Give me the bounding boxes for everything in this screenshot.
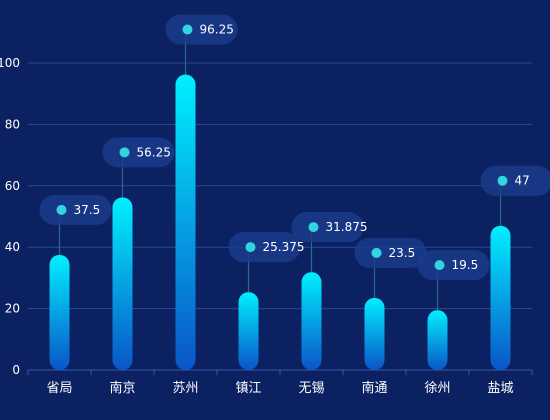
y-tick-label: 40 bbox=[5, 240, 20, 254]
value-dot bbox=[434, 260, 445, 271]
bar bbox=[301, 272, 322, 370]
y-tick-label: 20 bbox=[5, 302, 20, 316]
x-axis bbox=[27, 369, 533, 375]
value-bubble bbox=[480, 165, 550, 196]
value-bubble bbox=[39, 194, 112, 225]
y-tick-label: 100 bbox=[0, 56, 20, 70]
value-label: 47 bbox=[515, 174, 530, 188]
value-label: 56.25 bbox=[137, 145, 171, 159]
value-label: 37.5 bbox=[74, 203, 101, 217]
value-bubble bbox=[102, 137, 175, 168]
bar bbox=[364, 297, 385, 370]
value-dot bbox=[56, 204, 67, 215]
category-label: 徐州 bbox=[424, 381, 450, 396]
category-label: 省局 bbox=[46, 381, 72, 396]
value-dot bbox=[497, 175, 508, 186]
category-label: 无锡 bbox=[298, 381, 324, 396]
bar bbox=[427, 310, 448, 370]
bar bbox=[238, 292, 259, 370]
category-label: 南通 bbox=[361, 380, 387, 396]
value-bubble bbox=[354, 237, 427, 268]
category-labels: 省局 南京 苏州 镇江 无锡 南通 徐州 盐城 bbox=[46, 380, 513, 396]
category-label: 南京 bbox=[109, 380, 135, 396]
value-dot bbox=[182, 24, 193, 35]
value-labels: 37.5 56.25 96.25 25.375 31.875 23.5 19.5 47 bbox=[39, 14, 550, 311]
y-tick-label: 80 bbox=[5, 117, 20, 131]
value-bubble bbox=[165, 14, 238, 45]
bar bbox=[175, 74, 196, 370]
bars bbox=[49, 74, 511, 370]
value-bubble bbox=[417, 250, 490, 281]
category-label: 苏州 bbox=[172, 380, 198, 396]
bar bbox=[49, 254, 70, 370]
y-tick-label: 60 bbox=[5, 179, 20, 193]
value-dot bbox=[119, 147, 130, 158]
category-label: 镇江 bbox=[235, 381, 261, 396]
value-label: 25.375 bbox=[263, 240, 305, 254]
value-dot bbox=[308, 222, 319, 233]
y-tick-label: 0 bbox=[12, 363, 20, 377]
grid-lines bbox=[28, 62, 532, 310]
value-bubble bbox=[291, 212, 364, 243]
bar bbox=[112, 197, 133, 370]
value-label: 96.25 bbox=[200, 23, 234, 37]
value-dot bbox=[245, 242, 256, 253]
y-axis-ticks: 0 20 40 60 80 100 bbox=[0, 56, 20, 377]
category-label: 盐城 bbox=[487, 381, 513, 396]
bar bbox=[490, 225, 511, 370]
value-label: 23.5 bbox=[389, 246, 416, 260]
value-bubble bbox=[228, 232, 301, 263]
value-dot bbox=[371, 247, 382, 258]
value-label: 31.875 bbox=[326, 220, 368, 234]
value-label: 19.5 bbox=[452, 258, 479, 272]
